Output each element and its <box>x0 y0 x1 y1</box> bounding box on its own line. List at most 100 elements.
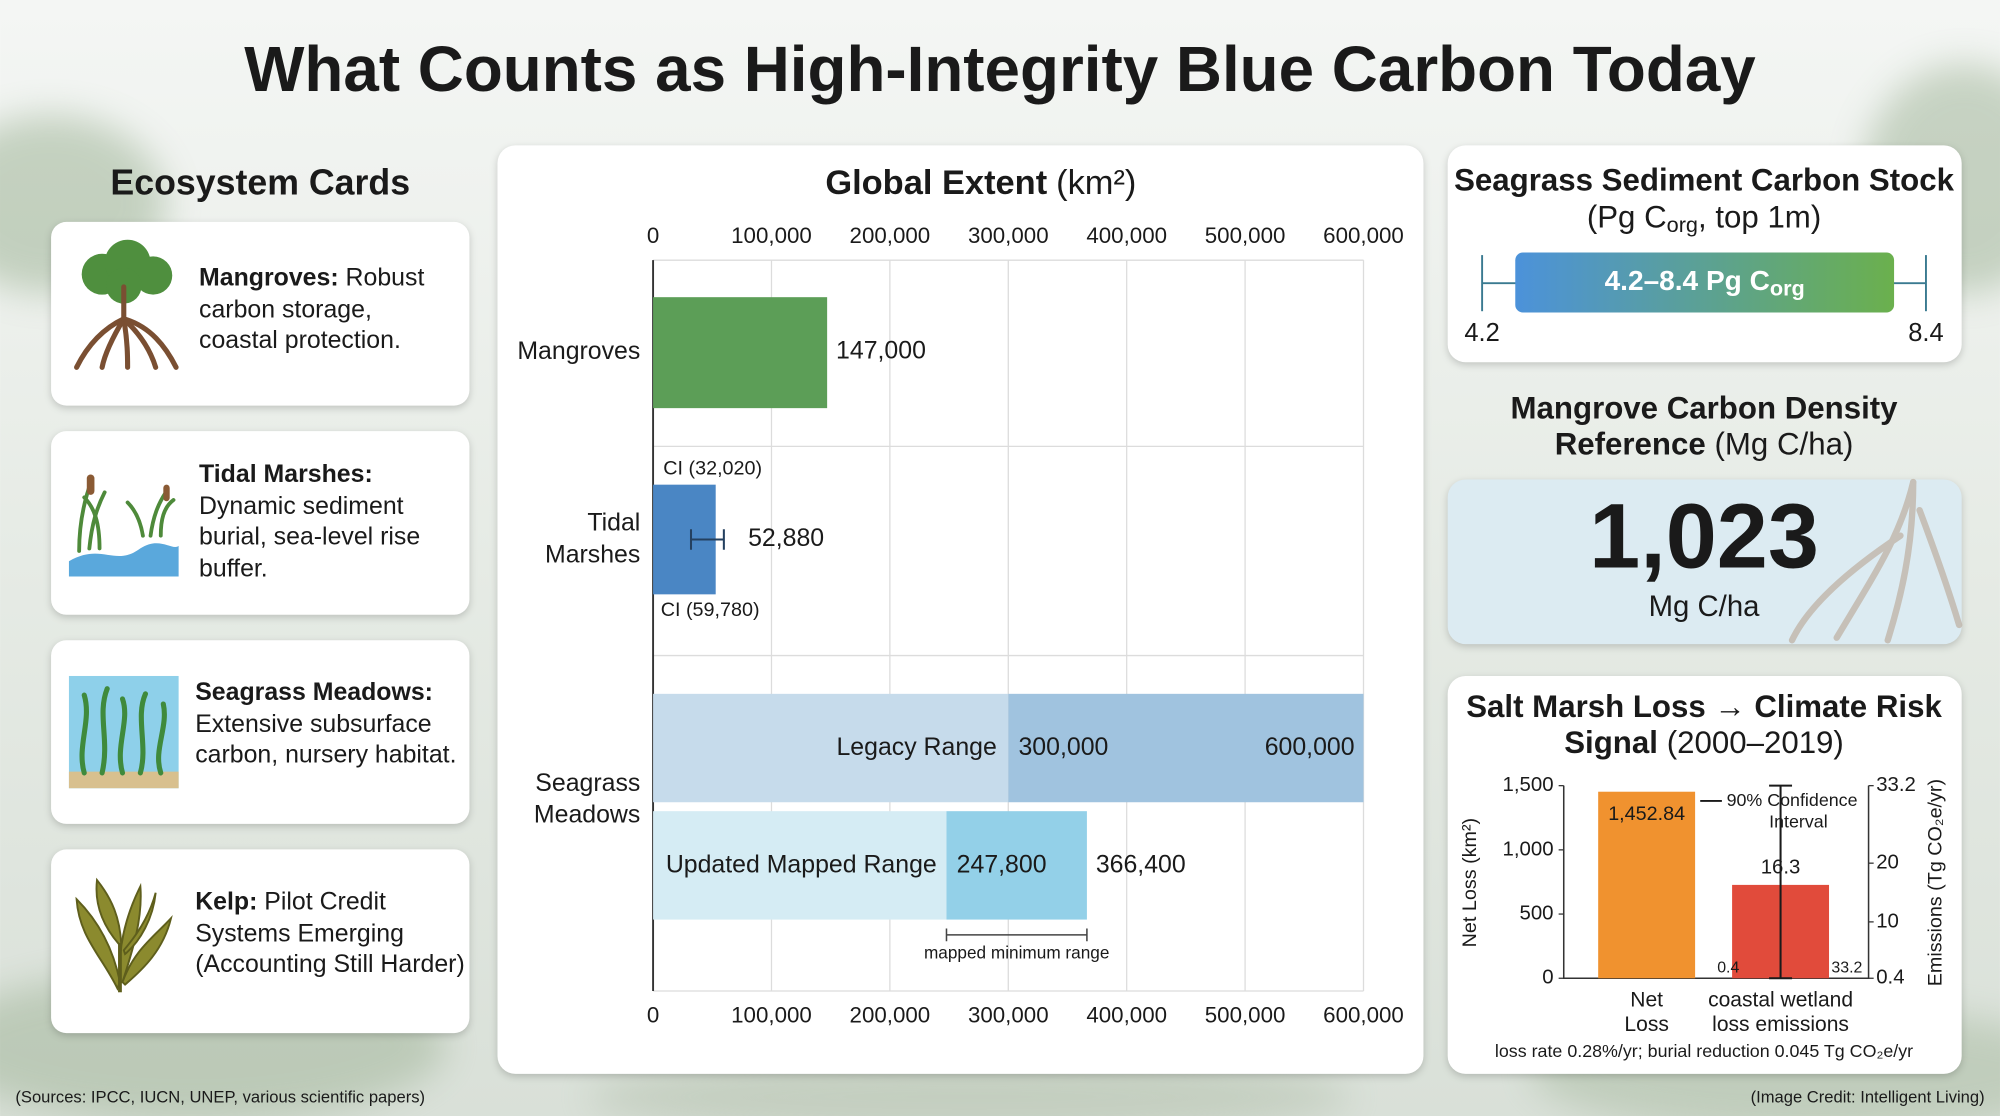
credit: (Image Credit: Intelligent Living) <box>1751 1088 1985 1107</box>
loss-panel <box>1447 675 1962 1074</box>
chart-title-line: Mangrove Carbon Density <box>1511 391 1899 426</box>
range-span <box>1008 693 1364 803</box>
cattail <box>163 484 170 502</box>
chart-title: Seagrass Sediment Carbon Stock <box>1454 163 1955 198</box>
sand <box>68 771 179 789</box>
range-label: 4.2–8.4 Pg Corg <box>1605 266 1805 301</box>
card-text: Mangroves: Robust carbon storage, coasta… <box>199 263 441 357</box>
x-tick-label-line: Loss <box>1624 1012 1668 1035</box>
chart-title: Salt Marsh Loss → Climate Risk Signal <box>1466 689 1942 760</box>
value-label: 147,000 <box>836 337 926 365</box>
x-tick-label: 0 <box>647 223 659 248</box>
category-label-line: Seagrass <box>535 768 640 796</box>
y2-tick-label: 0.4 <box>1876 967 1904 989</box>
card-name: Kelp: <box>195 887 258 916</box>
chart-title-line: Reference <box>1555 427 1706 462</box>
root <box>1884 478 1917 644</box>
range-high-label: 600,000 <box>1265 733 1355 761</box>
range-span <box>946 811 1087 920</box>
range-name: Legacy Range <box>836 733 996 761</box>
y2-tick-label: 20 <box>1876 852 1899 874</box>
error-bar <box>1769 784 1793 980</box>
x-tick-label: 4.2 <box>1464 319 1499 347</box>
error-label: 0.4 <box>1717 959 1739 976</box>
y-tick-label: 1,500 <box>1503 774 1554 796</box>
card-body: Seagrass Meadows: Extensive subsurface c… <box>195 677 469 771</box>
x-tick-label: coastal wetland loss emissions <box>1708 988 1853 1035</box>
x-tick-label: 8.4 <box>1908 319 1943 347</box>
x-tick-label: 200,000 <box>850 1002 931 1027</box>
x-tick-label: 600,000 <box>1323 223 1404 248</box>
category-label-line: Mangroves <box>517 337 640 365</box>
card-name: Tidal Marshes: <box>199 460 373 489</box>
root <box>1916 506 1963 629</box>
stat-value: 1,023 <box>1589 486 1819 588</box>
chart-title-line: Salt Marsh Loss → Climate Risk <box>1466 689 1942 724</box>
chart-title-line: Signal <box>1564 725 1658 760</box>
subtitle-part: org <box>1667 211 1698 236</box>
canopy <box>81 239 173 304</box>
y2-axis-label: Emissions (Tg CO₂e/yr) <box>1924 779 1946 986</box>
card-text: Kelp: Pilot Credit Systems Emerging (Acc… <box>195 886 473 980</box>
seagrass-icon <box>68 675 179 789</box>
value-label: 1,452.84 <box>1608 803 1685 825</box>
blades <box>79 686 167 776</box>
category-label: Mangroves <box>517 337 640 365</box>
category-label: Seagrass Meadows <box>534 768 640 828</box>
card-body: Kelp: Pilot Credit Systems Emerging (Acc… <box>195 886 473 980</box>
card-name: Mangroves: <box>199 264 339 293</box>
axes <box>1562 785 1870 980</box>
value-label: 52,880 <box>748 524 824 552</box>
category-label: Tidal Marshes <box>545 508 640 568</box>
x-tick-label: Net Loss <box>1624 988 1668 1035</box>
x-tick-label: 500,000 <box>1205 1002 1286 1027</box>
legend-line-text: 90% Confidence <box>1727 790 1858 810</box>
x-tick-label-line: coastal wetland <box>1708 988 1853 1011</box>
card-text: Seagrass Meadows: Extensive subsurface c… <box>195 677 469 771</box>
error-bar <box>689 529 725 550</box>
y-tick-label: 500 <box>1520 902 1554 924</box>
card-description: Robust carbon storage, coastal protectio… <box>199 264 425 355</box>
x-tick-label: 300,000 <box>968 223 1049 248</box>
range-base <box>653 811 947 920</box>
range-label-part: org <box>1770 275 1805 300</box>
chart-subtitle: (2000–2019) <box>1667 725 1844 760</box>
y-tick-label: 0 <box>1542 967 1553 989</box>
range-low-label: 247,800 <box>957 851 1047 879</box>
category-label-line: Meadows <box>534 800 640 828</box>
kelp-icon <box>75 877 173 993</box>
card-text: Tidal Marshes: Dynamic sediment burial, … <box>199 459 462 584</box>
range-base <box>653 693 1009 803</box>
chart-note: loss rate 0.28%/yr; burial reduction 0.0… <box>1495 1041 1913 1061</box>
x-tick-label: 0 <box>647 1002 659 1027</box>
card-body: Tidal Marshes: Dynamic sediment burial, … <box>199 459 462 584</box>
y-tick-label: 1,000 <box>1503 838 1554 860</box>
legend-line-text: Interval <box>1769 811 1828 831</box>
x-tick-label: 400,000 <box>1086 1002 1167 1027</box>
x-tick-label: 500,000 <box>1205 223 1286 248</box>
ci-label: CI (32,020) <box>663 458 762 480</box>
subtitle-part: , top 1m) <box>1698 200 1821 235</box>
cattail <box>86 474 95 495</box>
category-label-line: Marshes <box>545 540 640 568</box>
error-label: 33.2 <box>1831 959 1862 976</box>
x-tick-label: 100,000 <box>731 223 812 248</box>
marsh-icon <box>68 474 179 577</box>
x-tick-label-line: loss emissions <box>1712 1012 1849 1035</box>
x-tick-label-line: Net <box>1630 988 1663 1011</box>
chart-subtitle: (Mg C/ha) <box>1715 427 1854 462</box>
bar <box>653 297 828 409</box>
x-tick-label: 400,000 <box>1086 223 1167 248</box>
card-description: Extensive subsurface carbon, nursery hab… <box>195 709 457 770</box>
category-label-line: Tidal <box>587 508 640 536</box>
range-bar <box>1515 252 1895 313</box>
y2-tick-label: 10 <box>1876 910 1899 932</box>
root <box>1833 478 1917 641</box>
mangrove-icon <box>74 239 179 370</box>
page-title: What Counts as High-Integrity Blue Carbo… <box>244 33 1756 105</box>
range-low-label: 300,000 <box>1018 733 1108 761</box>
range-name: Updated Mapped Range <box>666 851 937 879</box>
x-tick-label: 200,000 <box>850 223 931 248</box>
